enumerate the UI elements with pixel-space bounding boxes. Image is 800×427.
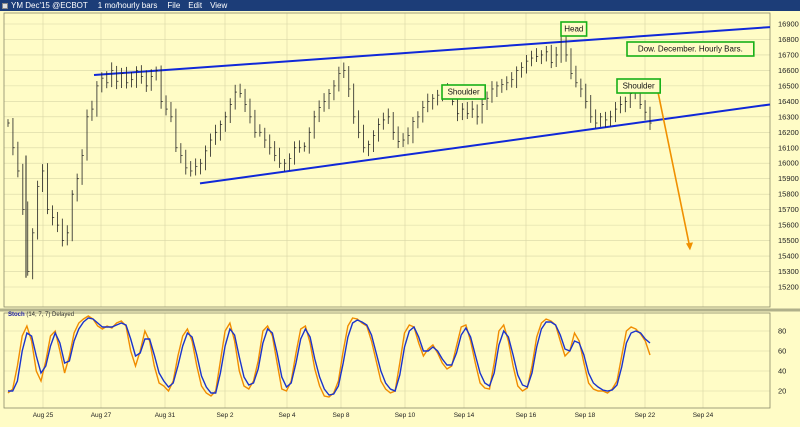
price-tick-label: 15500 [778, 236, 799, 245]
price-tick-label: 16100 [778, 143, 799, 152]
price-tick-label: 15800 [778, 190, 799, 199]
x-tick-label: Sep 2 [217, 412, 234, 419]
x-tick-label: Sep 16 [516, 412, 537, 419]
x-tick-label: Sep 14 [454, 412, 475, 419]
stoch-tick-label: 20 [778, 387, 786, 396]
projection-arrow-line [657, 91, 691, 249]
head-label-box [560, 21, 588, 37]
price-tick-label: 16900 [778, 20, 799, 29]
stoch-tick-label: 80 [778, 327, 786, 336]
price-tick-label: 16600 [778, 66, 799, 75]
projection-arrowhead [686, 242, 693, 251]
symbol-label: YM Dec'15 @ECBOT [11, 1, 88, 10]
symbol-selector[interactable]: YM Dec'15 @ECBOT [0, 0, 88, 11]
price-pane-border [3, 12, 771, 308]
price-tick-label: 16800 [778, 35, 799, 44]
x-tick-label: Sep 18 [575, 412, 596, 419]
head-label-text: Head [564, 25, 583, 34]
menu-edit[interactable]: Edit [188, 1, 203, 10]
x-tick-label: Aug 25 [33, 412, 54, 419]
stoch-tick-label: 40 [778, 367, 786, 376]
menu-view[interactable]: View [210, 1, 228, 10]
stoch-title: Stoch [8, 312, 25, 318]
channel-lower-line [199, 103, 771, 185]
stoch-pane-border [3, 312, 771, 409]
channel-upper-line [93, 26, 771, 77]
price-tick-label: 15600 [778, 221, 799, 230]
chart-area: 15200 15300 15400 15500 15600 15700 15800 15900… [0, 11, 800, 422]
x-tick-label: Sep 24 [693, 412, 714, 419]
x-tick-label: Sep 8 [333, 412, 350, 419]
price-tick-label: 16000 [778, 159, 799, 168]
price-tick-label: 16300 [778, 112, 799, 121]
menu-file[interactable]: File [167, 1, 181, 10]
stoch-params: (14, 7, 7) Delayed [26, 312, 75, 318]
left-shoulder-label: Shoulder [441, 84, 487, 100]
period-selector[interactable]: 1 mo/hourly bars [97, 1, 158, 10]
stoch-line-fast [7, 315, 651, 398]
right-shoulder-label: Shoulder [616, 78, 662, 94]
chart-svg: 15200 15300 15400 15500 15600 15700 15800 15900… [0, 11, 800, 422]
stoch-line-slow [8, 317, 651, 396]
stoch-legend: Stoch (14, 7, 7) Delayed [8, 312, 74, 318]
chart-background [0, 11, 800, 422]
right-shoulder-label-text: Shoulder [623, 82, 655, 91]
price-tick-label: 16200 [778, 128, 799, 137]
x-tick-label: Sep 4 [279, 412, 296, 419]
price-tick-label: 16700 [778, 50, 799, 59]
chart-note-box [626, 41, 755, 57]
x-tick-label: Aug 31 [155, 412, 176, 419]
chart-window-titlebar: YM Dec'15 @ECBOT 1 mo/hourly bars File E… [0, 0, 800, 11]
price-tick-label: 15900 [778, 174, 799, 183]
stoch-tick-label: 60 [778, 347, 786, 356]
window-menu-icon[interactable] [2, 2, 8, 9]
price-tick-label: 16400 [778, 97, 799, 106]
price-tick-label: 15700 [778, 205, 799, 214]
x-tick-label: Sep 10 [395, 412, 416, 419]
right-shoulder-label-box [616, 78, 662, 94]
chart-note-text: Dow. December. Hourly Bars. [638, 45, 743, 54]
x-tick-label: Sep 22 [635, 412, 656, 419]
price-tick-label: 16500 [778, 81, 799, 90]
price-tick-label: 15200 [778, 283, 799, 292]
chart-note: Dow. December. Hourly Bars. [626, 41, 755, 57]
price-tick-label: 15400 [778, 252, 799, 261]
price-tick-label: 15300 [778, 267, 799, 276]
left-shoulder-label-box [441, 84, 487, 100]
x-tick-label: Aug 27 [91, 412, 112, 419]
left-shoulder-label-text: Shoulder [448, 88, 480, 97]
head-label: Head [560, 21, 588, 37]
